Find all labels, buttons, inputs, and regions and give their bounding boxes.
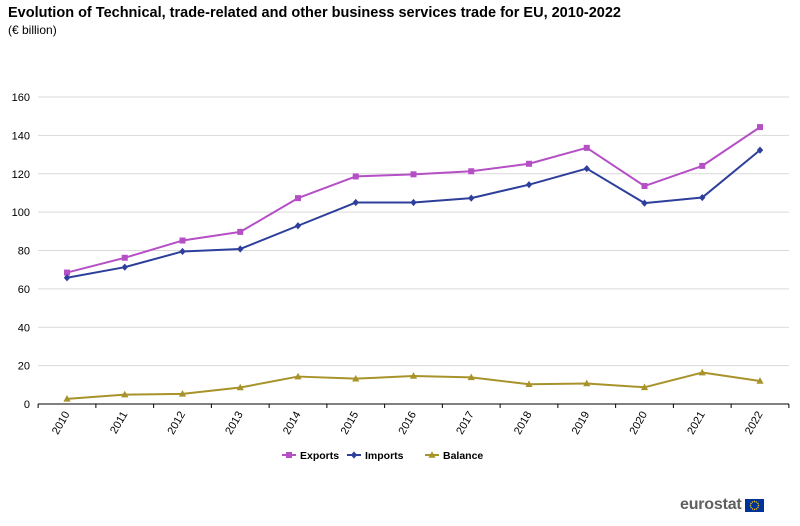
point-exports-2010	[64, 269, 70, 276]
point-balance-2012	[178, 390, 187, 397]
flag-star-7	[749, 502, 752, 504]
x-tick-label-2021: 2021	[685, 410, 708, 437]
point-balance-2018	[525, 380, 533, 388]
flag-star-1	[756, 506, 759, 508]
chart-title: Evolution of Technical, trade-related an…	[8, 5, 621, 21]
axes: 0 20 40 60 80 100 120 140 160 2010 2011 2012 2013 201…	[12, 92, 790, 437]
point-imports-2019	[583, 164, 590, 173]
point-balance-2014	[294, 372, 302, 380]
point-exports-2012	[179, 237, 186, 244]
y-tick-label-80: 80	[18, 246, 30, 258]
point-balance-2020	[640, 383, 649, 391]
y-tick-label-0: 0	[24, 399, 30, 411]
point-imports-2020	[641, 199, 648, 207]
chart-subtitle: (€ billion)	[8, 23, 57, 37]
legend-label-balance: Balance	[443, 450, 483, 462]
flag-star-2	[755, 507, 757, 510]
x-tick-label-2011: 2011	[108, 410, 130, 436]
point-balance-2011	[121, 390, 129, 398]
flag-star-6	[749, 504, 751, 506]
point-balance-2022	[756, 377, 764, 384]
legend-item-balance: Balance	[425, 450, 483, 462]
series-imports	[63, 146, 764, 282]
point-imports-2022	[756, 146, 764, 154]
flag-star-8	[751, 500, 753, 503]
flag-star-11	[756, 502, 759, 504]
legend-marker-balance	[428, 451, 436, 458]
flag-star-4	[751, 507, 753, 510]
point-balance-2013	[236, 383, 244, 391]
legend: Exports Imports Balance	[282, 450, 483, 462]
series-balance	[63, 368, 764, 402]
legend-marker-imports	[350, 451, 358, 459]
legend-marker-exports	[286, 452, 292, 458]
x-tick-label-2016: 2016	[396, 410, 419, 437]
point-imports-2014	[294, 222, 302, 230]
point-balance-2010	[63, 395, 71, 402]
x-tick-label-2017: 2017	[454, 410, 477, 437]
y-tick-label-140: 140	[12, 130, 30, 142]
point-imports-2015	[352, 198, 359, 207]
x-tick-label-2012: 2012	[165, 410, 188, 437]
point-imports-2021	[699, 193, 706, 202]
point-exports-2021	[699, 162, 706, 169]
point-exports-2014	[295, 195, 301, 202]
y-tick-label-100: 100	[12, 207, 30, 219]
eurostat-logo: eurostat	[680, 496, 764, 514]
legend-label-exports: Exports	[300, 450, 339, 462]
x-tick-label-2019: 2019	[570, 410, 593, 437]
point-imports-2018	[525, 181, 533, 189]
point-exports-2020	[641, 183, 648, 190]
point-imports-2011	[121, 263, 128, 271]
flag-star-3	[753, 508, 755, 510]
point-exports-2017	[468, 168, 475, 175]
series-lines	[63, 124, 764, 402]
y-tick-label-160: 160	[12, 92, 30, 104]
point-imports-2010	[63, 274, 71, 282]
flag-background	[744, 498, 764, 512]
series-line-imports	[66, 149, 761, 279]
eu-flag-icon	[744, 498, 764, 512]
legend-label-imports: Imports	[365, 450, 404, 462]
flag-star-9	[753, 500, 755, 502]
flag-star-5	[749, 506, 752, 508]
point-exports-2022	[757, 124, 763, 131]
series-exports	[64, 124, 763, 276]
y-tick-label-60: 60	[18, 284, 30, 296]
y-tick-label-120: 120	[12, 169, 30, 181]
y-tick-label-20: 20	[18, 361, 30, 373]
x-tick-label-2010: 2010	[50, 410, 73, 437]
point-imports-2013	[237, 245, 244, 253]
point-imports-2012	[179, 247, 186, 256]
point-exports-2016	[410, 171, 417, 178]
logo-text: eurostat	[680, 496, 742, 513]
point-balance-2017	[467, 373, 475, 381]
x-tick-label-2020: 2020	[627, 410, 650, 437]
y-tick-label-40: 40	[18, 322, 30, 334]
point-exports-2019	[583, 144, 590, 151]
legend-item-exports: Exports	[282, 450, 339, 462]
point-balance-2019	[583, 379, 591, 387]
x-tick-label-2014: 2014	[281, 410, 304, 437]
point-imports-2017	[468, 194, 475, 202]
legend-item-imports: Imports	[347, 450, 404, 462]
x-tick-label-2018: 2018	[512, 410, 535, 437]
x-tick-label-2015: 2015	[339, 410, 362, 437]
x-tick-label-2022: 2022	[743, 410, 766, 437]
point-imports-2016	[410, 198, 417, 207]
point-balance-2016	[409, 372, 418, 379]
point-balance-2021	[698, 368, 706, 376]
point-balance-2015	[352, 374, 360, 382]
x-tick-label-2013: 2013	[223, 410, 246, 437]
point-exports-2011	[121, 254, 128, 261]
flag-star-0	[757, 504, 759, 506]
point-exports-2013	[237, 228, 244, 235]
point-exports-2015	[352, 173, 359, 180]
gridlines	[38, 96, 789, 367]
flag-star-10	[755, 500, 757, 503]
point-exports-2018	[526, 160, 532, 167]
